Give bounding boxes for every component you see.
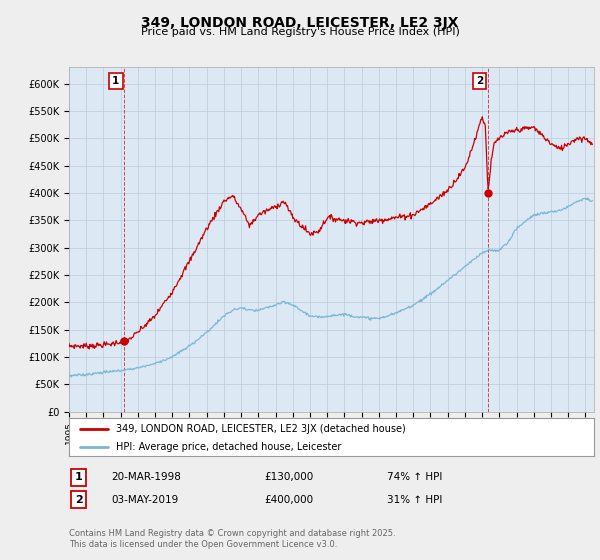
Text: HPI: Average price, detached house, Leicester: HPI: Average price, detached house, Leic… bbox=[116, 442, 341, 452]
Text: Contains HM Land Registry data © Crown copyright and database right 2025.
This d: Contains HM Land Registry data © Crown c… bbox=[69, 529, 395, 549]
Text: 31% ↑ HPI: 31% ↑ HPI bbox=[387, 494, 442, 505]
Text: 1: 1 bbox=[75, 472, 83, 482]
Text: £130,000: £130,000 bbox=[264, 472, 313, 482]
Text: 74% ↑ HPI: 74% ↑ HPI bbox=[387, 472, 442, 482]
Text: £400,000: £400,000 bbox=[264, 494, 313, 505]
Text: 349, LONDON ROAD, LEICESTER, LE2 3JX (detached house): 349, LONDON ROAD, LEICESTER, LE2 3JX (de… bbox=[116, 423, 406, 433]
Text: 2: 2 bbox=[75, 494, 83, 505]
Text: Price paid vs. HM Land Registry's House Price Index (HPI): Price paid vs. HM Land Registry's House … bbox=[140, 27, 460, 37]
Text: 2: 2 bbox=[476, 76, 483, 86]
Text: 1: 1 bbox=[112, 76, 119, 86]
Text: 03-MAY-2019: 03-MAY-2019 bbox=[111, 494, 178, 505]
Text: 20-MAR-1998: 20-MAR-1998 bbox=[111, 472, 181, 482]
Text: 349, LONDON ROAD, LEICESTER, LE2 3JX: 349, LONDON ROAD, LEICESTER, LE2 3JX bbox=[141, 16, 459, 30]
